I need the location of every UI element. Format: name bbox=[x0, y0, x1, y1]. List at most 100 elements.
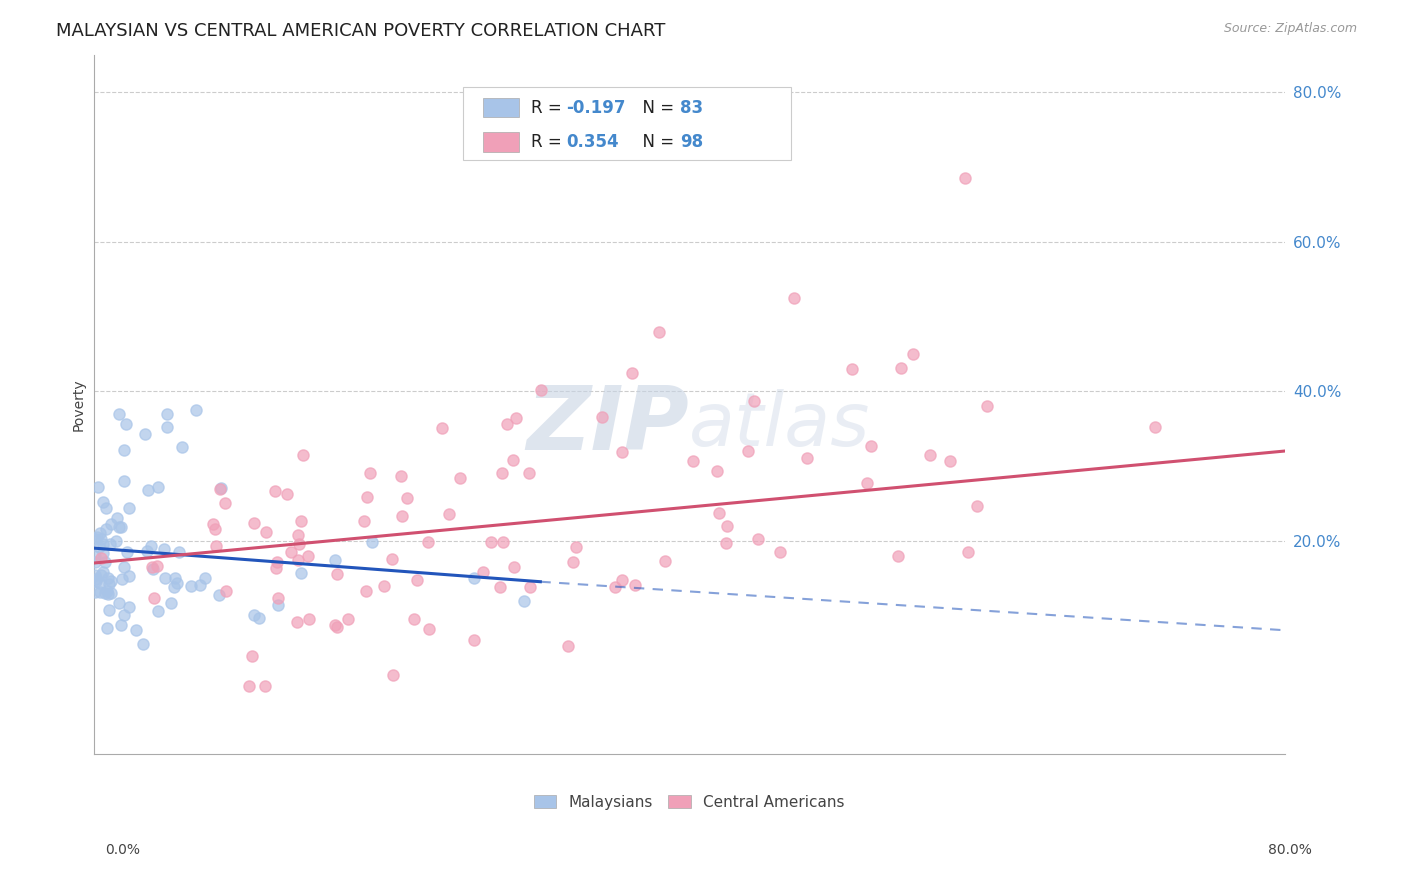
Point bbox=[953, 171, 976, 186]
Point bbox=[395, 491, 418, 505]
Point bbox=[110, 519, 132, 533]
Point bbox=[530, 383, 553, 397]
Point bbox=[373, 579, 395, 593]
Point bbox=[856, 475, 879, 490]
Point bbox=[716, 519, 738, 533]
Point bbox=[266, 555, 288, 569]
Point bbox=[96, 622, 118, 636]
Point bbox=[153, 571, 176, 585]
Point bbox=[491, 466, 513, 480]
Point bbox=[966, 500, 988, 514]
Point bbox=[97, 571, 120, 585]
Point bbox=[901, 347, 924, 361]
Point bbox=[288, 536, 311, 550]
Point bbox=[654, 554, 676, 568]
Point bbox=[84, 572, 107, 586]
Point bbox=[706, 464, 728, 478]
Point bbox=[205, 539, 228, 553]
Point bbox=[172, 441, 194, 455]
FancyBboxPatch shape bbox=[484, 132, 519, 152]
Point bbox=[89, 575, 111, 590]
Point bbox=[107, 407, 129, 421]
Text: 98: 98 bbox=[679, 133, 703, 151]
Point bbox=[561, 555, 583, 569]
Point bbox=[91, 537, 114, 551]
Text: N =: N = bbox=[633, 98, 679, 117]
Point bbox=[111, 573, 134, 587]
Point bbox=[957, 544, 980, 558]
Point bbox=[86, 574, 108, 588]
FancyBboxPatch shape bbox=[463, 87, 790, 160]
Point bbox=[94, 555, 117, 569]
Point bbox=[86, 530, 108, 544]
Point bbox=[285, 615, 308, 630]
Point bbox=[918, 448, 941, 462]
Point bbox=[202, 517, 225, 532]
Text: ZIP: ZIP bbox=[526, 382, 689, 469]
Point bbox=[502, 453, 524, 467]
Point bbox=[621, 366, 644, 380]
Point bbox=[356, 584, 378, 599]
Point bbox=[98, 537, 121, 551]
Point bbox=[890, 360, 912, 375]
Point bbox=[263, 483, 285, 498]
Point bbox=[163, 580, 186, 594]
Point bbox=[591, 410, 613, 425]
Point bbox=[94, 586, 117, 600]
Point bbox=[519, 466, 541, 480]
Point bbox=[142, 591, 165, 606]
Point bbox=[115, 417, 138, 431]
Point bbox=[86, 480, 108, 494]
Point bbox=[976, 399, 998, 413]
Point bbox=[381, 552, 404, 566]
Point bbox=[682, 454, 704, 468]
Point bbox=[156, 419, 179, 434]
Point bbox=[165, 571, 187, 585]
Point bbox=[391, 508, 413, 523]
Point bbox=[1143, 419, 1166, 434]
Point bbox=[796, 450, 818, 465]
Point bbox=[91, 565, 114, 579]
Point bbox=[209, 481, 232, 495]
Point bbox=[267, 591, 290, 605]
Point bbox=[492, 535, 515, 549]
Point bbox=[89, 585, 111, 599]
Point bbox=[624, 578, 647, 592]
Point bbox=[382, 668, 405, 682]
Point bbox=[167, 544, 190, 558]
Point bbox=[204, 522, 226, 536]
Point bbox=[610, 574, 633, 588]
Point bbox=[737, 444, 759, 458]
Point bbox=[325, 553, 347, 567]
Point bbox=[512, 594, 534, 608]
Point bbox=[742, 393, 765, 408]
Point bbox=[180, 579, 202, 593]
Point bbox=[276, 487, 298, 501]
Point bbox=[156, 408, 179, 422]
Point bbox=[238, 679, 260, 693]
Point bbox=[148, 479, 170, 493]
Point bbox=[214, 496, 236, 510]
Point bbox=[418, 622, 440, 636]
Point bbox=[100, 574, 122, 588]
Point bbox=[118, 569, 141, 583]
Point bbox=[90, 567, 112, 582]
Text: -0.197: -0.197 bbox=[567, 98, 626, 117]
Point bbox=[496, 417, 519, 432]
Point bbox=[166, 575, 188, 590]
Point bbox=[337, 612, 360, 626]
Point bbox=[112, 560, 135, 574]
Point bbox=[100, 586, 122, 600]
Point bbox=[264, 560, 287, 574]
Text: 0.354: 0.354 bbox=[567, 133, 619, 151]
Point bbox=[242, 516, 264, 530]
Point bbox=[125, 624, 148, 638]
Point bbox=[148, 605, 170, 619]
Point bbox=[503, 560, 526, 574]
Point bbox=[84, 555, 107, 569]
Point bbox=[290, 514, 312, 528]
Point bbox=[112, 475, 135, 489]
Point bbox=[463, 571, 485, 585]
Point bbox=[160, 597, 183, 611]
Point bbox=[93, 546, 115, 560]
